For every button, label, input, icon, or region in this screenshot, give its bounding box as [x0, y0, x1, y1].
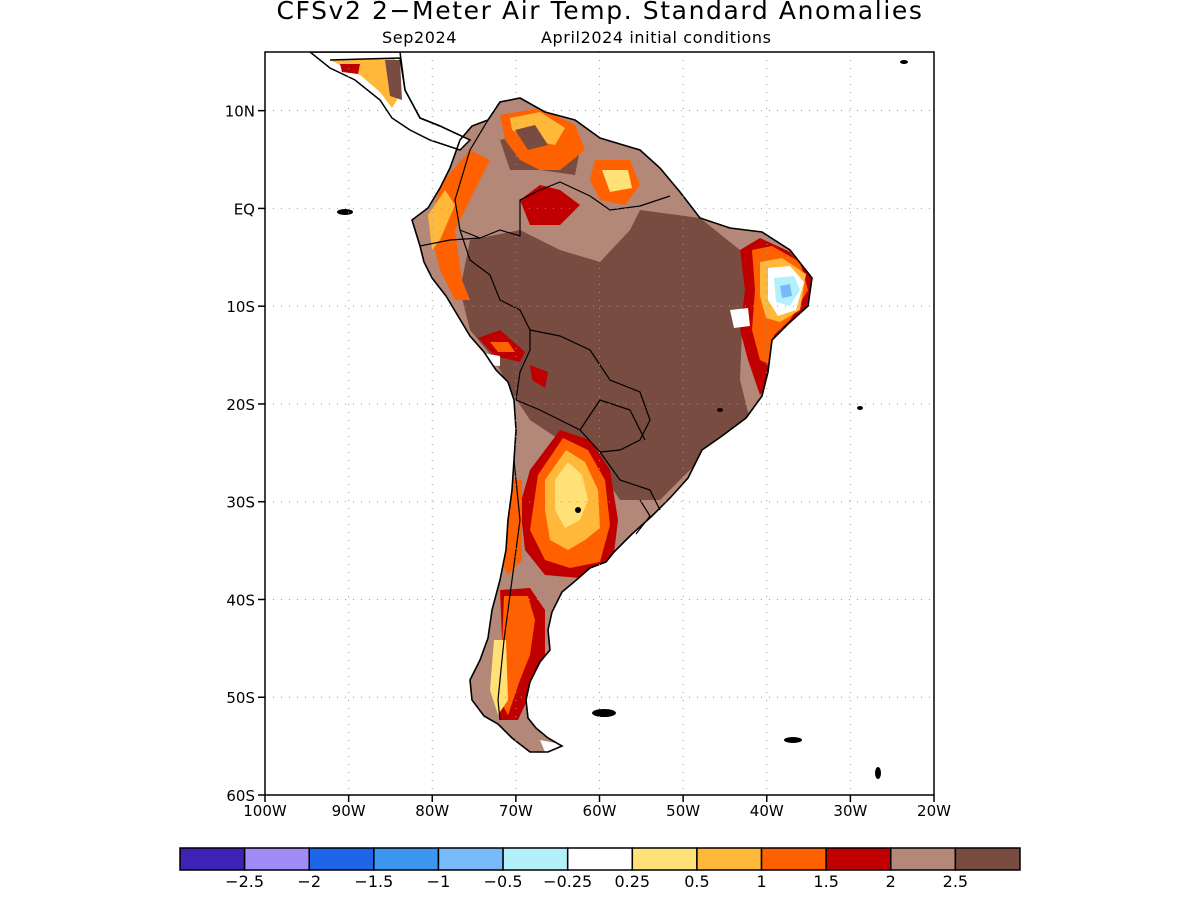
colorbar-label: 0.25	[614, 872, 650, 891]
lat-tick-label: 50S	[226, 689, 255, 707]
colorbar-label: 2.5	[943, 872, 968, 891]
lat-tick-label: 10S	[226, 298, 255, 316]
colorbar-label: −0.25	[543, 872, 592, 891]
colorbar-label: −2.5	[225, 872, 264, 891]
lon-tick-label: 70W	[499, 802, 533, 820]
islands	[337, 60, 908, 779]
colorbar-swatch	[243, 847, 310, 871]
colorbar-swatch	[179, 847, 246, 871]
lat-tick-label: 30S	[226, 494, 255, 512]
colorbar-swatch	[437, 847, 504, 871]
lon-tick-label: 80W	[415, 802, 449, 820]
colorbar-swatch	[308, 847, 375, 871]
colorbar-swatch	[631, 847, 698, 871]
colorbar-label: −1	[427, 872, 451, 891]
forecast-month: Sep2024	[382, 28, 458, 47]
lon-tick-label: 30W	[833, 802, 867, 820]
lon-tick-label: 100W	[243, 802, 287, 820]
colorbar-swatch	[890, 847, 957, 871]
lon-tick-label: 40W	[750, 802, 784, 820]
lon-tick-label: 50W	[666, 802, 700, 820]
colorbar-label: −0.5	[484, 872, 523, 891]
lon-tick-label: 90W	[332, 802, 366, 820]
map-title: CFSv2 2−Meter Air Temp. Standard Anomali…	[276, 0, 924, 25]
colorbar-swatch	[954, 847, 1021, 871]
colorbar-swatch	[566, 847, 634, 871]
country-borders	[419, 119, 671, 721]
lon-tick-label: 20W	[917, 802, 951, 820]
colorbar: −2.5 −2 −1.5 −1 −0.5 −0.25 0.25 0.5 1 1.5 2 2.5	[179, 847, 1021, 891]
colorbar-label: 0.5	[684, 872, 709, 891]
colorbar-label: 2	[886, 872, 896, 891]
lat-tick-label: 20S	[226, 396, 255, 414]
colorbar-swatch	[760, 847, 827, 871]
lat-tick-label: 40S	[226, 591, 255, 609]
colorbar-label: 1.5	[813, 872, 838, 891]
lat-tick-label: 10N	[225, 103, 255, 121]
colorbar-swatch	[825, 847, 892, 871]
colorbar-swatch	[502, 847, 569, 871]
lat-tick-label: 60S	[226, 787, 255, 805]
colorbar-label: −1.5	[354, 872, 393, 891]
initial-conditions: April2024 initial conditions	[541, 28, 772, 47]
map-frame	[264, 51, 935, 796]
colorbar-label: 1	[756, 872, 766, 891]
colorbar-swatch	[373, 847, 440, 871]
lon-tick-label: 60W	[583, 802, 617, 820]
central-america	[308, 52, 472, 151]
colorbar-label: −2	[297, 872, 321, 891]
colorbar-swatch	[696, 847, 763, 871]
lat-tick-label: EQ	[234, 200, 255, 218]
